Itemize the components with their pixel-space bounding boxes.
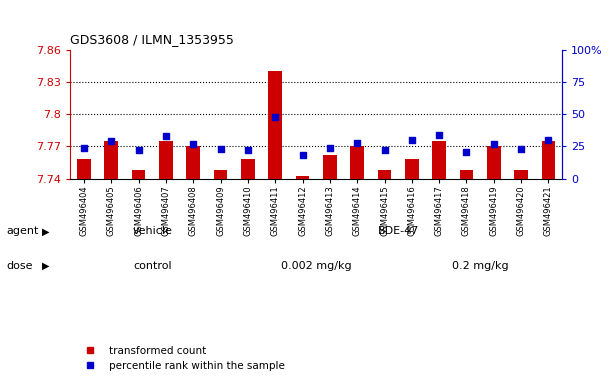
Text: ▶: ▶ [42, 261, 49, 271]
Point [134, 147, 144, 153]
Text: 0.2 mg/kg: 0.2 mg/kg [452, 261, 508, 271]
Point [434, 132, 444, 138]
Point [161, 133, 171, 139]
Point [461, 149, 471, 155]
Point [298, 152, 307, 159]
Bar [541, 141, 555, 179]
Text: 0.002 mg/kg: 0.002 mg/kg [281, 261, 351, 271]
Text: ▶: ▶ [42, 226, 49, 237]
Text: BDE-47: BDE-47 [378, 226, 419, 237]
Point [325, 145, 335, 151]
Point [243, 147, 253, 153]
Point [544, 137, 554, 143]
Point [106, 138, 116, 144]
Point [379, 147, 389, 153]
Bar [132, 170, 145, 179]
Bar [405, 159, 419, 179]
Text: GDS3608 / ILMN_1353955: GDS3608 / ILMN_1353955 [70, 33, 234, 46]
Bar [350, 146, 364, 179]
Point [407, 137, 417, 143]
Bar [159, 141, 173, 179]
Point [516, 146, 526, 152]
Point [353, 139, 362, 146]
Point [489, 141, 499, 147]
Text: dose: dose [6, 261, 32, 271]
Bar [323, 155, 337, 179]
Bar [459, 170, 474, 179]
Point [216, 146, 225, 152]
Legend: transformed count, percentile rank within the sample: transformed count, percentile rank withi… [76, 341, 289, 375]
Point [188, 141, 198, 147]
Bar [487, 146, 500, 179]
Bar [77, 159, 91, 179]
Bar [214, 170, 227, 179]
Bar [433, 141, 446, 179]
Bar [514, 170, 528, 179]
Point [79, 145, 89, 151]
Bar [378, 170, 391, 179]
Bar [268, 71, 282, 179]
Text: agent: agent [6, 226, 38, 237]
Bar [104, 141, 118, 179]
Bar [186, 146, 200, 179]
Point [270, 114, 280, 120]
Text: control: control [133, 261, 172, 271]
Bar [241, 159, 255, 179]
Bar [296, 176, 309, 179]
Text: vehicle: vehicle [133, 226, 172, 237]
